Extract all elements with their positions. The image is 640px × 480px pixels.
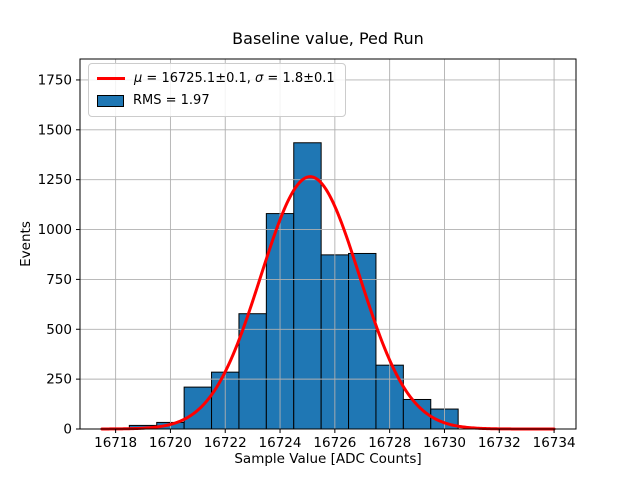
y-tick-label: 750 (46, 272, 72, 288)
x-tick-label: 16732 (478, 435, 521, 451)
x-tick-label: 16734 (533, 435, 576, 451)
gaussian-fit-curve (100, 175, 556, 431)
x-tick-labels: 16718 16720 16722 16724 16726 16728 16730 16732… (94, 435, 575, 451)
y-tick-label: 1750 (38, 72, 72, 88)
legend-item-histogram: RMS = 1.97 (97, 91, 335, 110)
x-tick-label: 16722 (204, 435, 247, 451)
x-tick-label: 16726 (313, 435, 356, 451)
y-tick-label: 500 (46, 322, 72, 338)
legend-fit-label: μ = 16725.1±0.1, σ = 1.8±0.1 (134, 72, 335, 85)
y-axis-label: Events (18, 221, 34, 267)
histogram-bar (293, 142, 322, 430)
y-tick-label: 1500 (38, 122, 72, 138)
axes-spines (79, 58, 577, 430)
y-tick-labels: 0 250 500 750 1000 1250 1500 1750 (38, 72, 72, 437)
histogram-bar (238, 313, 267, 430)
y-tick-label: 250 (46, 372, 72, 388)
x-tick-label: 16718 (94, 435, 137, 451)
mu-value-text: = 16725.1±0.1, (142, 71, 256, 86)
y-tick-label: 1250 (38, 172, 72, 188)
x-tick-label: 16724 (259, 435, 302, 451)
x-tick-label: 16728 (368, 435, 411, 451)
tick-marks (76, 79, 555, 433)
mu-symbol: μ (134, 71, 143, 86)
x-axis-label: Sample Value [ADC Counts] (234, 451, 422, 467)
legend-rms-label: RMS = 1.97 (133, 93, 210, 108)
y-tick-label: 0 (63, 422, 72, 438)
y-tick-label: 1000 (38, 222, 72, 238)
fit-line-swatch (97, 77, 125, 80)
histogram-bar (183, 386, 213, 430)
chart-title: Baseline value, Ped Run (232, 29, 424, 48)
sigma-symbol: σ (255, 71, 264, 86)
x-tick-label: 16730 (423, 435, 466, 451)
histogram-swatch (97, 94, 124, 107)
sigma-value-text: = 1.8±0.1 (263, 71, 335, 86)
legend: μ = 16725.1±0.1, σ = 1.8±0.1 RMS = 1.97 (88, 63, 346, 117)
legend-item-gaussian-fit: μ = 16725.1±0.1, σ = 1.8±0.1 (97, 69, 335, 88)
x-tick-label: 16720 (149, 435, 192, 451)
